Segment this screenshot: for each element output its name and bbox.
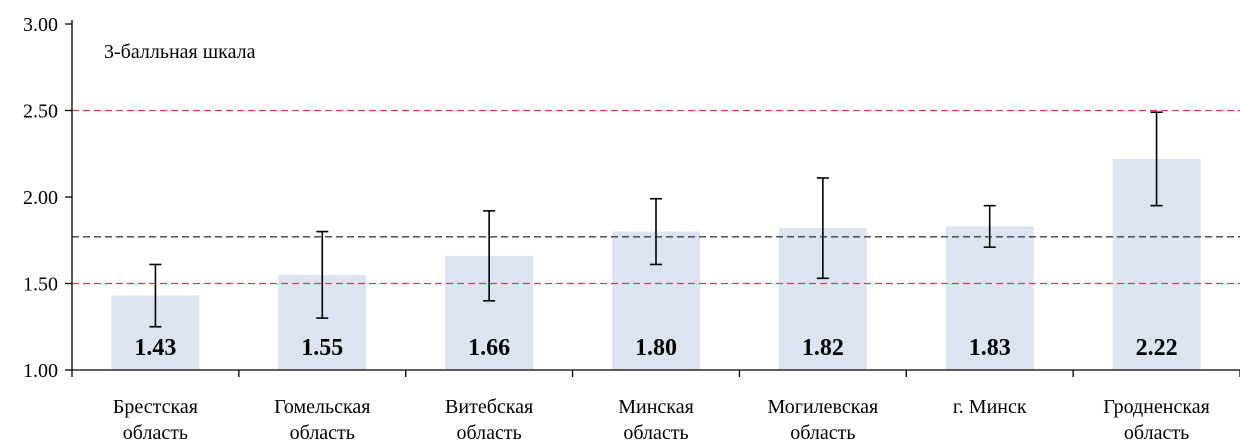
data-label-4: 1.82 bbox=[802, 335, 844, 361]
y-tick-label-0: 1.00 bbox=[23, 360, 58, 382]
x-tick-label-line: Минская bbox=[618, 396, 694, 418]
x-tick-label-5: г. Минск bbox=[953, 396, 1027, 418]
x-tick-label-line: область bbox=[1124, 422, 1189, 443]
y-tick-label-4: 3.00 bbox=[23, 14, 58, 36]
x-tick-label-2: Витебская область bbox=[445, 396, 533, 443]
chart-annotation: 3-балльная шкала bbox=[104, 41, 256, 63]
y-tick-label-3: 2.50 bbox=[23, 101, 58, 123]
y-tick-label-1: 1.50 bbox=[23, 274, 58, 296]
x-tick-label-line: область bbox=[123, 422, 188, 443]
data-label-1: 1.55 bbox=[301, 335, 343, 361]
x-tick-label-line: Гродненская bbox=[1103, 396, 1210, 418]
x-tick-label-line: область bbox=[790, 422, 855, 443]
x-tick-label-line: область bbox=[290, 422, 355, 443]
x-tick-label-line: Гомельская bbox=[274, 396, 370, 418]
data-label-0: 1.43 bbox=[134, 335, 176, 361]
x-tick-label-1: Гомельская область bbox=[274, 396, 370, 443]
data-label-5: 1.83 bbox=[969, 335, 1011, 361]
x-tick-label-6: Гродненская область bbox=[1103, 396, 1210, 443]
data-label-2: 1.66 bbox=[468, 335, 510, 361]
x-tick-label-line: область bbox=[457, 422, 522, 443]
x-tick-label-line: г. Минск bbox=[953, 396, 1027, 418]
data-label-3: 1.80 bbox=[635, 335, 677, 361]
x-tick-label-0: Брестская область bbox=[113, 396, 198, 443]
x-tick-label-line: Витебская bbox=[445, 396, 533, 418]
data-label-6: 2.22 bbox=[1136, 335, 1178, 361]
x-tick-label-4: Могилевская область bbox=[767, 396, 878, 443]
x-tick-label-line: область bbox=[623, 422, 688, 443]
x-tick-label-line: Могилевская bbox=[767, 396, 878, 418]
x-tick-label-line: Брестская bbox=[113, 396, 198, 418]
bar-5 bbox=[945, 226, 1034, 370]
x-tick-label-3: Минская область bbox=[618, 396, 694, 443]
y-tick-label-2: 2.00 bbox=[23, 187, 58, 209]
